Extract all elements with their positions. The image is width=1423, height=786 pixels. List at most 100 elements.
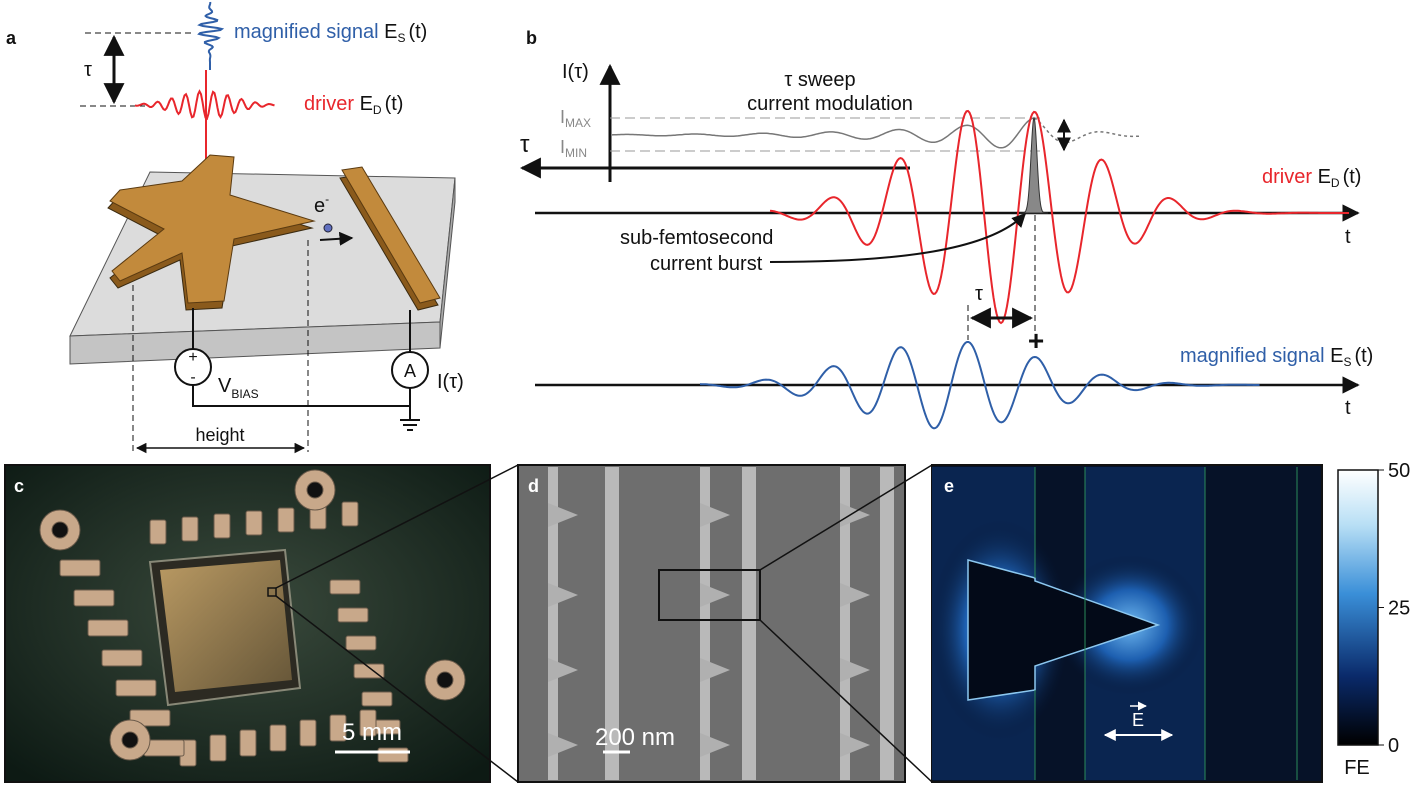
pad: [150, 520, 166, 544]
shape-text: IMAX: [560, 107, 591, 130]
pad: [378, 748, 408, 762]
label: -: [325, 192, 329, 206]
pad: [210, 735, 226, 761]
colorbar-tick-label: 25: [1388, 598, 1410, 620]
label: τ: [520, 131, 530, 158]
wb-mod: [612, 118, 1034, 148]
label: S: [1343, 355, 1351, 369]
pad: [182, 517, 198, 541]
pad: [346, 636, 376, 650]
pad: [278, 508, 294, 532]
pad: [102, 650, 142, 666]
pad: [270, 725, 286, 751]
label: e: [314, 195, 325, 217]
label: height: [195, 425, 244, 445]
shape-text: magnified signal ES(t): [234, 21, 427, 45]
colorbar-tick-label: 0: [1388, 735, 1399, 757]
label: +: [1028, 325, 1044, 356]
label: t: [1345, 226, 1351, 248]
label: +: [188, 349, 197, 366]
shape-path: [770, 214, 1025, 262]
figure: a τ magnified signal ES(t) driver ED(t) …: [0, 0, 1423, 786]
label: V: [218, 375, 232, 397]
pad: [88, 620, 128, 636]
label: d: [528, 476, 539, 496]
pad: [338, 608, 368, 622]
label: t: [1345, 397, 1351, 419]
shape-text: driver ED(t): [304, 93, 403, 117]
label: A: [404, 361, 416, 381]
label: I(τ): [562, 61, 589, 83]
label: driver: [1262, 166, 1312, 188]
label: E: [384, 21, 397, 43]
cbticks: 50 25 0: [1378, 460, 1410, 757]
shape-text: magnified signal ES(t): [1180, 345, 1373, 369]
label: c: [14, 476, 24, 496]
panel-e: e E 50 25 0 FE: [930, 460, 1410, 782]
label: magnified signal: [1180, 345, 1325, 367]
pad: [330, 580, 360, 594]
label: MAX: [565, 116, 591, 130]
label: (t): [1354, 345, 1373, 367]
label: 200 nm: [595, 724, 675, 751]
label: D: [1331, 176, 1340, 190]
label: S: [397, 31, 405, 45]
shape-circle: [324, 224, 332, 232]
label: E: [360, 93, 373, 115]
pad: [342, 502, 358, 526]
sem-stripe: [742, 467, 756, 780]
pad: [240, 730, 256, 756]
label: D: [373, 103, 382, 117]
label: τ: [84, 59, 92, 81]
label: MIN: [565, 146, 587, 160]
wb-mod-dot: [1034, 118, 1139, 143]
wb-burst: [1020, 118, 1048, 213]
label: τ: [975, 283, 983, 305]
label: BIAS: [231, 387, 258, 401]
shape-text: IMIN: [560, 137, 587, 160]
via-hole: [52, 522, 68, 538]
shape-path: [400, 406, 420, 430]
pad: [60, 560, 100, 576]
wa-red: [135, 70, 275, 160]
label: sub-femtosecond: [620, 227, 773, 249]
label: current modulation: [747, 93, 913, 115]
label: e: [944, 476, 954, 496]
label: 5 mm: [342, 719, 402, 746]
pad: [74, 590, 114, 606]
panel-b: b I(τ) τ IMAX IMIN τ sweep current modul…: [520, 28, 1373, 428]
label: I(τ): [437, 371, 464, 393]
pad: [300, 720, 316, 746]
pad: [362, 692, 392, 706]
shape-polygon: [160, 560, 292, 692]
sem-stripe: [880, 467, 894, 780]
label: current burst: [650, 253, 763, 275]
via-hole: [437, 672, 453, 688]
shape-text: VBIAS: [218, 375, 259, 401]
pad: [116, 680, 156, 696]
wb-red: [770, 111, 1349, 323]
label: (t): [1343, 166, 1362, 188]
via-hole: [307, 482, 323, 498]
label: τ sweep: [784, 69, 855, 91]
label: E: [1132, 710, 1144, 730]
label: E: [1330, 345, 1343, 367]
label: -: [190, 369, 195, 386]
label: magnified signal: [234, 21, 379, 43]
panel-a: a τ magnified signal ES(t) driver ED(t) …: [6, 2, 464, 452]
label: E: [1318, 166, 1331, 188]
via-hole: [122, 732, 138, 748]
colorbar-tick-label: 50: [1388, 460, 1410, 482]
label: b: [526, 28, 537, 48]
pad: [246, 511, 262, 535]
label: (t): [385, 93, 404, 115]
panel-d: d 200 nm: [518, 465, 905, 782]
cbar: [1338, 470, 1378, 745]
label: FE: [1344, 757, 1370, 779]
panel-c: c 5 mm: [5, 465, 490, 782]
label: (t): [408, 21, 427, 43]
label: driver: [304, 93, 354, 115]
shape-text: driver ED(t): [1262, 166, 1361, 190]
pad: [214, 514, 230, 538]
label: a: [6, 28, 17, 48]
